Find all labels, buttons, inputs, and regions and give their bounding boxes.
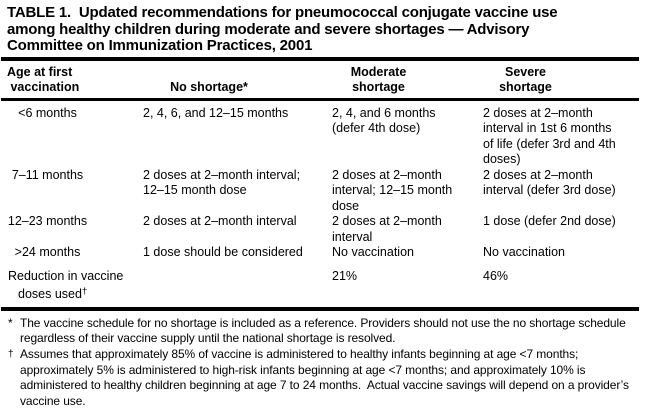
cell-severe-shortage: No vaccination (483, 245, 565, 259)
cell-no-shortage: 2, 4, 6, and 12–15 months (143, 105, 289, 120)
column-header-age: Age at first vaccination (7, 64, 80, 95)
footer-rule (1, 306, 639, 311)
column-header-no-shortage: No shortage* (170, 80, 248, 94)
title-rule (1, 56, 639, 61)
summary-label-line2: doses used† (18, 286, 88, 301)
dagger-marker: † (81, 286, 88, 297)
cell-age: <6 months (18, 105, 77, 120)
cell-moderate-shortage: 2 doses at 2–month interval; 12–15 month… (332, 167, 453, 213)
cell-moderate-shortage: 2, 4, and 6 months (defer 4th dose) (332, 105, 436, 136)
cell-severe-shortage: 2 doses at 2–month interval (defer 3rd d… (483, 167, 616, 198)
cell-no-shortage: 1 dose should be considered (143, 245, 303, 259)
cell-severe-shortage: 1 dose (defer 2nd dose) (483, 214, 616, 228)
table-row: 7–11 months 2 doses at 2–month interval;… (0, 168, 654, 215)
summary-moderate-value: 21% (332, 268, 358, 283)
cell-age: 12–23 months (7, 214, 88, 228)
dagger-marker: † (8, 348, 14, 360)
asterisk-marker: * (8, 315, 13, 330)
cell-moderate-shortage: 2 doses at 2–month interval (332, 214, 442, 244)
cell-age: 7–11 months (11, 167, 84, 182)
summary-label-line1: Reduction in vaccine (8, 268, 124, 283)
footnotes: * The vaccine schedule for no shortage i… (0, 316, 654, 408)
footnote-dagger: † Assumes that approximately 85% of vacc… (0, 347, 654, 408)
footnote-text: The vaccine schedule for no shortage is … (20, 315, 629, 346)
cell-moderate-shortage: No vaccination (332, 245, 414, 259)
summary-row: Reduction in vaccine doses used† 21% 46% (0, 269, 654, 303)
table-header-row: Age at first vaccination No shortage* Mo… (0, 65, 654, 96)
summary-severe-value: 46% (483, 268, 509, 283)
table-body: <6 months 2, 4, 6, and 12–15 months 2, 4… (0, 106, 654, 303)
cell-severe-shortage: 2 doses at 2–month interval in 1st 6 mon… (483, 105, 616, 167)
column-header-moderate-shortage: Moderate shortage (350, 64, 407, 95)
table-row: >24 months 1 dose should be considered N… (0, 245, 654, 261)
footnote-text: Assumes that approximately 85% of vaccin… (20, 346, 633, 408)
footnote-asterisk: * The vaccine schedule for no shortage i… (0, 316, 654, 347)
column-header-severe-shortage: Severe shortage (499, 64, 552, 95)
cell-no-shortage: 2 doses at 2–month interval; 12–15 month… (143, 167, 301, 198)
header-rule (1, 97, 639, 101)
table-row: 12–23 months 2 doses at 2–month interval… (0, 214, 654, 245)
cell-no-shortage: 2 doses at 2–month interval (143, 214, 297, 228)
summary-no-shortage (133, 269, 325, 303)
cell-age: >24 months (14, 245, 81, 259)
table-row: <6 months 2, 4, 6, and 12–15 months 2, 4… (0, 106, 654, 168)
summary-label: Reduction in vaccine doses used† (0, 269, 133, 303)
table-title: TABLE 1. Updated recommendations for pne… (7, 4, 558, 54)
